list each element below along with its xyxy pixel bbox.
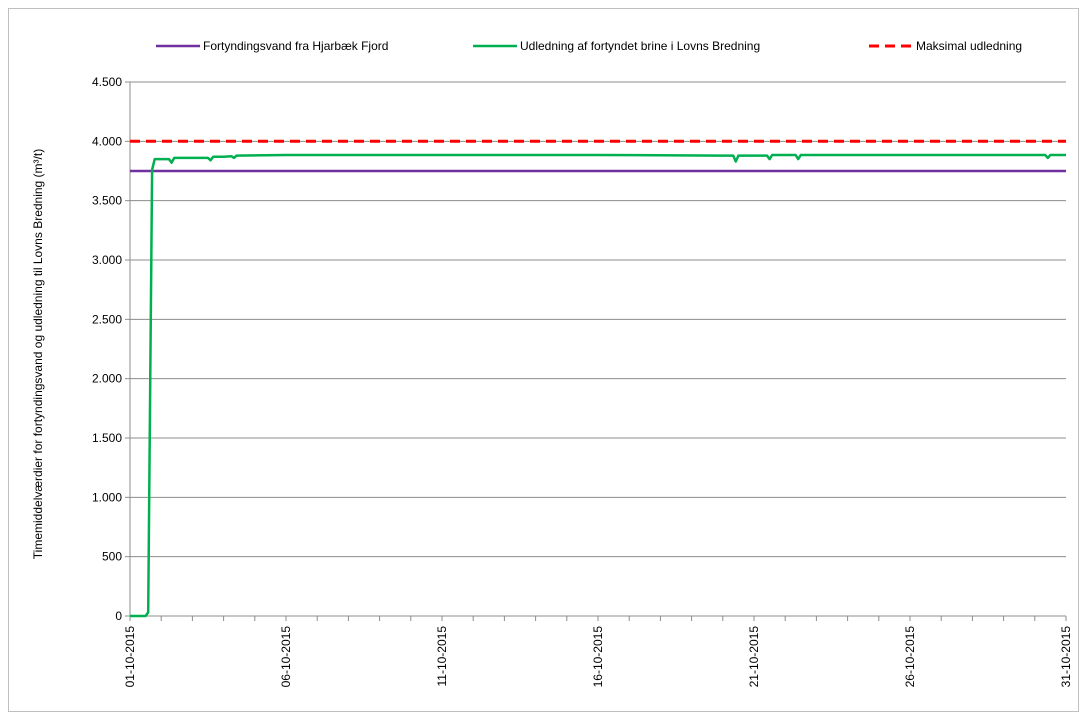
y-tick-label: 3.500 xyxy=(92,194,122,208)
series-layer xyxy=(130,139,1066,618)
y-tick-label: 4.000 xyxy=(92,134,122,148)
chart-frame xyxy=(8,8,1079,712)
series-line-1 xyxy=(130,153,1066,618)
y-tick-label: 1.500 xyxy=(92,431,122,445)
grid-layer xyxy=(130,81,1066,558)
x-tick-label: 26-10-2015 xyxy=(903,626,917,688)
legend: Fortyndingsvand fra Hjarbæk Fjord Udledni… xyxy=(156,39,1022,53)
legend-label-0: Fortyndingsvand fra Hjarbæk Fjord xyxy=(203,39,388,53)
y-tick-label: 2.000 xyxy=(92,372,122,386)
x-tick-label: 06-10-2015 xyxy=(279,626,293,688)
legend-label-1: Udledning af fortyndet brine i Lovns Bre… xyxy=(520,39,760,53)
axes-layer: 0 500 1.000 1.500 2.000 2.500 3.000 3.500 4.000 4… xyxy=(92,75,1073,687)
y-tick-label: 2.500 xyxy=(92,312,122,326)
x-tick-label: 31-10-2015 xyxy=(1059,626,1073,688)
x-tick-label: 11-10-2015 xyxy=(435,626,449,687)
x-tick-label: 01-10-2015 xyxy=(123,626,137,688)
y-tick-label: 0 xyxy=(115,609,122,623)
legend-label-2: Maksimal udledning xyxy=(916,39,1022,53)
x-tick-label: 16-10-2015 xyxy=(591,626,605,688)
y-tick-label: 4.500 xyxy=(92,75,122,89)
x-tick-label: 21-10-2015 xyxy=(747,626,761,688)
y-tick-label: 3.000 xyxy=(92,253,122,267)
y-tick-label: 500 xyxy=(102,550,122,564)
y-tick-label: 1.000 xyxy=(92,490,122,504)
y-axis-label: Timemiddelværdier for fortyndingsvand og… xyxy=(31,149,45,559)
